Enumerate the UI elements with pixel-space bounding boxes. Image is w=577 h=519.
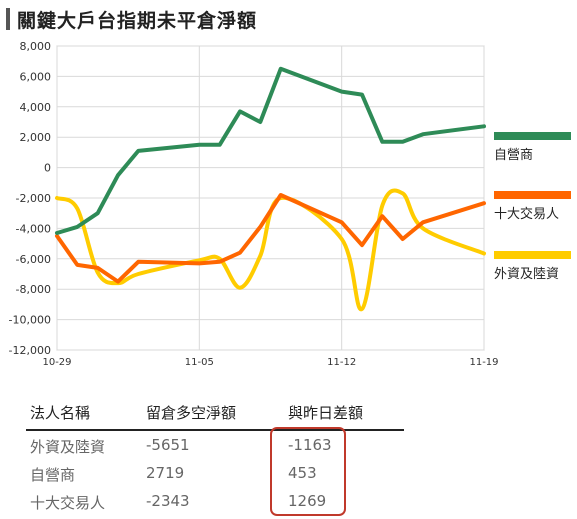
row-diff: 453 <box>288 464 317 482</box>
y-tick-label: 8,000 <box>20 40 52 53</box>
row-net: -5651 <box>146 436 190 454</box>
table-row: 外資及陸資 -5651 -1163 <box>26 436 404 460</box>
title-accent-bar <box>6 8 10 30</box>
table-row: 自營商 2719 453 <box>26 464 404 488</box>
header-name: 法人名稱 <box>30 404 91 422</box>
legend-label: 十大交易人 <box>494 207 560 222</box>
legend-item: 自營商 <box>494 132 577 163</box>
legend-swatch <box>494 251 571 259</box>
header-net: 留倉多空淨額 <box>146 404 237 422</box>
diff-highlight-box <box>270 427 346 516</box>
legend-swatch <box>494 132 571 140</box>
chart-title: 關鍵大戶台指期未平倉淨額 <box>17 9 258 32</box>
x-tick-label: 10-29 <box>42 357 71 368</box>
y-tick-label: 2,000 <box>20 131 52 144</box>
y-tick-label: -2,000 <box>16 192 51 205</box>
x-tick-label: 11-12 <box>327 357 356 368</box>
row-net: -2343 <box>146 492 190 510</box>
y-axis-tick-labels: 8,000 6,000 4,000 2,000 0 -2,000 -4,000 -6,000 -… <box>9 40 51 357</box>
row-name: 十大交易人 <box>30 494 106 512</box>
y-tick-label: -6,000 <box>16 253 51 266</box>
row-diff: -1163 <box>288 436 332 454</box>
x-tick-label: 11-05 <box>185 357 214 368</box>
series-line <box>55 193 486 284</box>
page-title: 關鍵大戶台指期未平倉淨額 <box>6 6 257 32</box>
legend-label: 自營商 <box>494 148 534 163</box>
x-axis-tick-labels: 10-29 11-05 11-12 11-19 <box>42 357 498 368</box>
row-name: 自營商 <box>30 466 76 484</box>
legend-label: 外資及陸資 <box>494 267 560 282</box>
series-line <box>55 66 486 235</box>
legend-item: 十大交易人 <box>494 191 577 222</box>
row-diff: 1269 <box>288 492 327 510</box>
y-tick-label: 0 <box>44 162 51 175</box>
series-lines <box>55 66 486 312</box>
x-tick-label: 11-19 <box>469 357 498 368</box>
legend-swatch <box>494 191 571 199</box>
y-tick-label: 4,000 <box>20 101 52 114</box>
table-row: 十大交易人 -2343 1269 <box>26 492 404 516</box>
y-tick-label: 6,000 <box>20 70 52 83</box>
row-name: 外資及陸資 <box>30 438 106 456</box>
series-line <box>55 188 486 312</box>
y-tick-label: -10,000 <box>9 314 51 327</box>
y-tick-label: -8,000 <box>16 283 51 296</box>
table-header-rule <box>26 429 404 431</box>
legend-item: 外資及陸資 <box>494 251 577 282</box>
row-net: 2719 <box>146 464 185 482</box>
header-diff: 與昨日差額 <box>288 404 364 422</box>
line-chart: 8,000 6,000 4,000 2,000 0 -2,000 -4,000 -6,000 -… <box>9 40 499 368</box>
y-tick-label: -12,000 <box>9 344 51 357</box>
y-tick-label: -4,000 <box>16 222 51 235</box>
